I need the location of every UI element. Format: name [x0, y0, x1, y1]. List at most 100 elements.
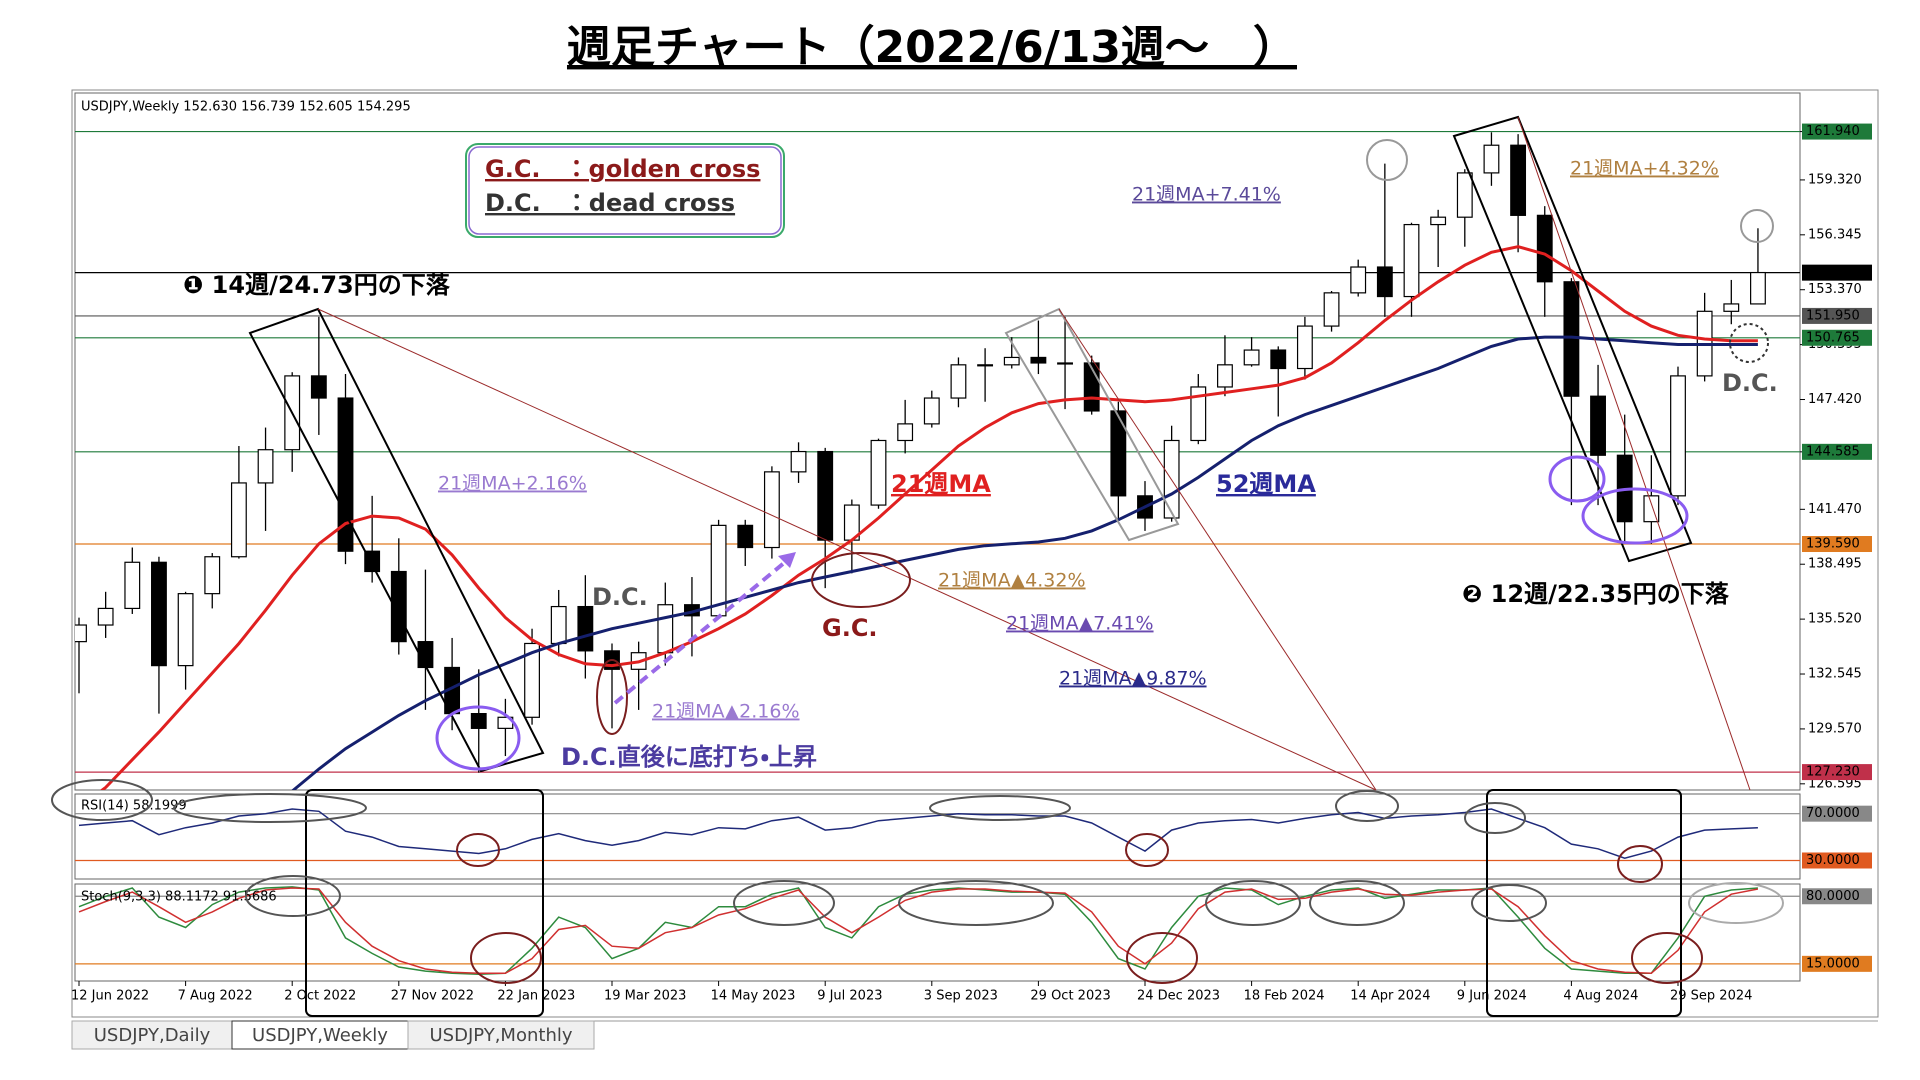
level-label: 70.0000 — [1806, 806, 1860, 821]
candle-body — [1243, 349, 1260, 366]
arrow — [613, 556, 792, 705]
frame-drop-2 — [1452, 115, 1693, 563]
level-label-bg — [1802, 264, 1872, 281]
candle-body — [870, 439, 887, 506]
note-box-inner — [468, 146, 782, 235]
tab-label[interactable]: USDJPY,Daily — [94, 1025, 211, 1046]
stoch-info: Stoch(9,3,3) 88.1172 91.5686 — [81, 890, 277, 905]
tab[interactable] — [71, 1020, 233, 1050]
series-line — [99, 245, 1758, 790]
candle-body — [950, 364, 967, 399]
x-tick-label: 9 Jul 2023 — [817, 989, 882, 1004]
circle — [1740, 209, 1774, 243]
circle — [173, 793, 367, 823]
chart-title: 週足チャート（2022/6/13週～ ） — [567, 22, 1297, 73]
candle-body — [1083, 362, 1100, 412]
level-label: 151.950 — [1806, 308, 1860, 323]
candle-body — [1723, 303, 1740, 312]
annotation: 21週MA+7.41% — [1132, 184, 1281, 206]
annotation: 21週MA+4.32% — [1570, 158, 1719, 180]
x-tick-label: 14 Apr 2024 — [1350, 989, 1430, 1004]
x-tick-label: 19 Mar 2023 — [604, 989, 686, 1004]
series-line — [78, 886, 1758, 975]
level-label-bg — [1802, 307, 1872, 324]
circle — [1631, 932, 1703, 984]
candle-body — [737, 524, 754, 549]
candle-body — [177, 593, 194, 667]
level-label: 80.0000 — [1806, 889, 1860, 904]
x-tick-label: 12 Jun 2022 — [71, 989, 149, 1004]
x-tick-label: 3 Sep 2023 — [924, 989, 998, 1004]
candle-body — [790, 450, 807, 473]
candle-body — [1217, 364, 1233, 388]
candle-body — [1030, 356, 1047, 364]
x-tick-label: 27 Nov 2022 — [391, 989, 474, 1004]
circle — [1205, 880, 1301, 926]
tab-bar: USDJPY,Daily USDJPY,Weekly USDJPY,Monthl… — [71, 1020, 1878, 1050]
x-tick-label: 24 Dec 2023 — [1137, 989, 1220, 1004]
frame-box — [1486, 789, 1682, 1017]
tab[interactable] — [407, 1020, 595, 1050]
candle-body — [550, 605, 567, 645]
x-tick-label: 2 Oct 2022 — [284, 989, 356, 1004]
arrow-head — [778, 552, 796, 568]
frame-box — [305, 789, 544, 1017]
series-label: 21週MA — [891, 470, 991, 498]
x-tick-label: 18 Feb 2024 — [1244, 989, 1325, 1004]
annotation: 21週MA▲2.16% — [652, 701, 800, 723]
candle-body — [310, 375, 327, 399]
rsi-info: RSI(14) 58.1999 — [81, 799, 187, 814]
level-label: 144.585 — [1806, 444, 1860, 459]
level-label-bg — [1802, 443, 1872, 460]
y-tick-label: 153.370 — [1808, 282, 1862, 297]
circle — [1471, 884, 1547, 922]
candle-body — [124, 561, 141, 610]
tab[interactable] — [231, 1020, 409, 1050]
candle-body — [1190, 386, 1207, 442]
annotation: 21週MA+2.16% — [438, 473, 587, 495]
circle — [1688, 882, 1784, 924]
level-label: 154.295 — [1806, 265, 1860, 280]
candle-body — [1350, 266, 1367, 294]
y-tick-label: 156.345 — [1808, 227, 1862, 242]
circle — [1464, 802, 1526, 834]
candle-body — [470, 713, 487, 729]
tab-label[interactable]: USDJPY,Weekly — [252, 1025, 388, 1046]
level-label-bg — [1802, 888, 1872, 905]
candle-body — [97, 607, 114, 626]
candle-body — [75, 624, 87, 643]
annotation: D.C. — [592, 583, 648, 611]
tab-label[interactable]: USDJPY,Monthly — [429, 1025, 572, 1046]
candle-body — [1430, 216, 1447, 226]
candle-body — [1296, 325, 1313, 370]
circle — [51, 779, 153, 821]
circle — [245, 875, 341, 917]
candle-body — [204, 556, 221, 595]
candle-body — [817, 450, 834, 541]
circle — [456, 833, 500, 867]
candle-body — [897, 423, 914, 442]
trend-line — [1517, 116, 1751, 791]
candle-body — [657, 604, 674, 654]
circle — [1617, 845, 1663, 883]
candle-body — [1403, 223, 1420, 298]
trend-line — [317, 308, 1377, 791]
symbol-info: USDJPY,Weekly 152.630 156.739 152.605 15… — [81, 100, 411, 115]
axes: 161.940159.320156.345153.370150.395147.4… — [71, 123, 1872, 1004]
y-tick-label: 159.320 — [1808, 172, 1862, 187]
outer-frame — [71, 89, 1879, 1018]
x-tick-label: 14 May 2023 — [711, 989, 796, 1004]
circle — [811, 552, 911, 608]
y-tick-label: 138.495 — [1808, 557, 1862, 572]
level-label-bg — [1802, 955, 1872, 972]
series-line — [78, 808, 1758, 859]
level-label-bg — [1802, 536, 1872, 553]
note-box — [465, 143, 785, 238]
circle — [1126, 932, 1198, 984]
circle — [1309, 880, 1405, 926]
candle-body — [1590, 395, 1606, 456]
circle — [929, 795, 1071, 821]
level-label-bg — [1802, 329, 1872, 346]
circle — [1729, 323, 1769, 363]
